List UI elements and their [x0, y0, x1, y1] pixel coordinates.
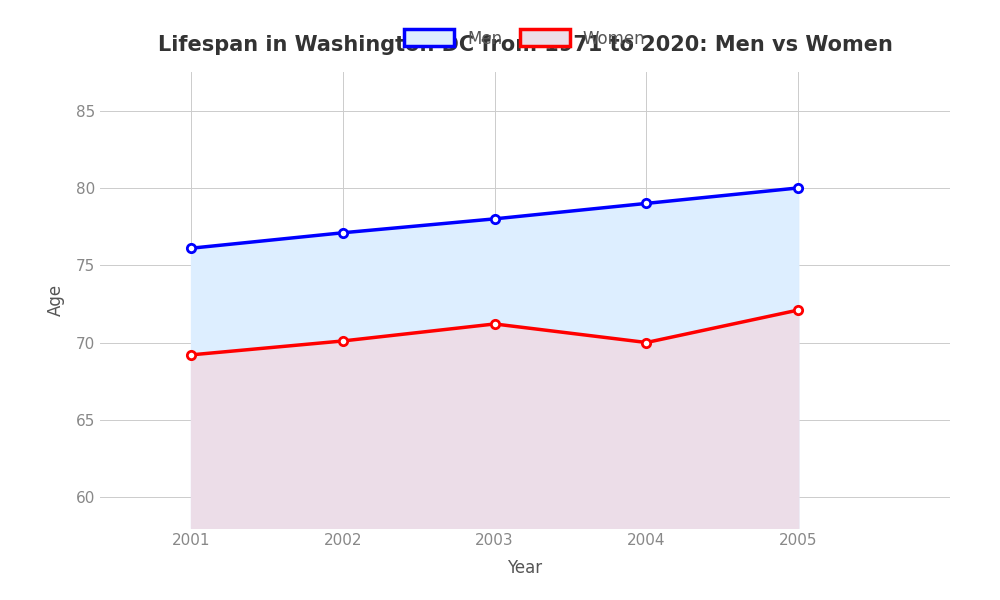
Title: Lifespan in Washington DC from 1971 to 2020: Men vs Women: Lifespan in Washington DC from 1971 to 2… [158, 35, 892, 55]
Legend: Men, Women: Men, Women [396, 21, 654, 56]
Y-axis label: Age: Age [47, 284, 65, 316]
X-axis label: Year: Year [507, 559, 543, 577]
